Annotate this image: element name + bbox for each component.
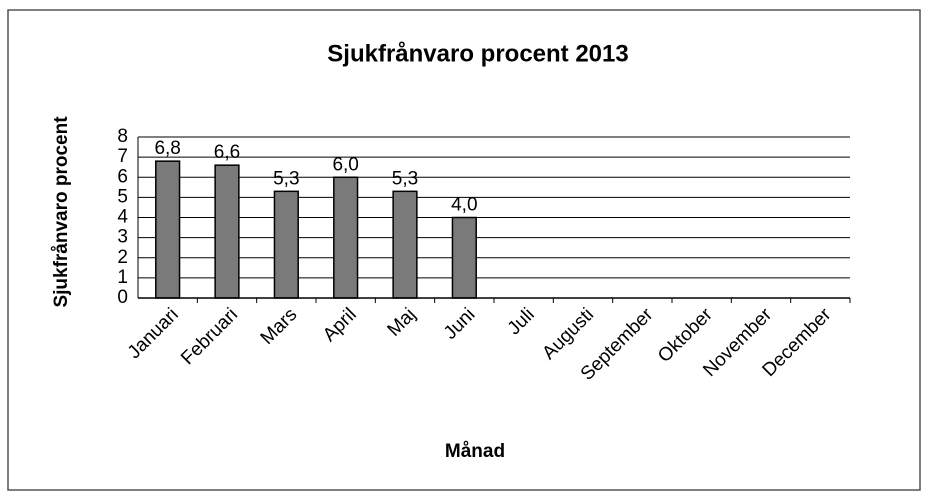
y-tick-label: 4	[117, 207, 128, 228]
bar	[273, 190, 299, 299]
x-axis-title: Månad	[445, 441, 505, 462]
data-label: 6,0	[332, 154, 358, 175]
y-tick-label: 7	[117, 146, 128, 167]
data-label: 6,8	[154, 138, 180, 159]
y-tick-label: 6	[117, 166, 128, 187]
bar	[392, 190, 418, 299]
bar	[451, 216, 477, 299]
y-tick-label: 8	[117, 126, 128, 147]
data-label: 5,3	[273, 168, 299, 189]
y-tick-label: 0	[117, 287, 128, 308]
data-label: 4,0	[451, 195, 477, 216]
bar	[214, 164, 240, 299]
y-tick-label: 1	[117, 267, 128, 288]
data-label: 6,6	[214, 142, 240, 163]
bar	[155, 160, 181, 299]
y-axis-title: Sjukfrånvaro procent	[51, 116, 72, 308]
y-tick-label: 2	[117, 247, 128, 268]
data-label: 5,3	[392, 168, 418, 189]
y-tick-label: 3	[117, 227, 128, 248]
y-tick-label: 5	[117, 186, 128, 207]
bar	[333, 176, 359, 299]
chart-title: Sjukfrånvaro procent 2013	[327, 40, 628, 67]
